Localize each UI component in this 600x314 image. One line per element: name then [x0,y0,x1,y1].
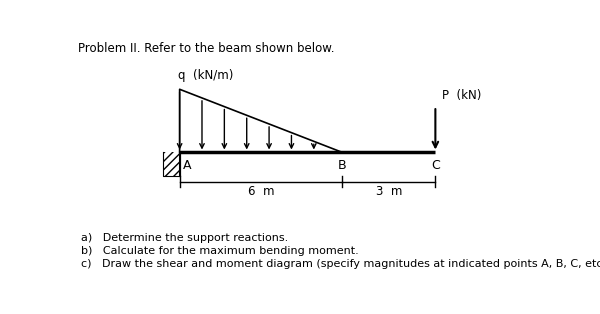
Text: 6  m: 6 m [248,185,274,198]
Text: c)   Draw the shear and moment diagram (specify magnitudes at indicated points A: c) Draw the shear and moment diagram (sp… [81,259,600,269]
Bar [163,152,179,176]
Text: C: C [431,159,440,171]
Text: q  (kN/m): q (kN/m) [178,68,233,82]
Text: P  (kN): P (kN) [442,89,481,102]
Text: a)   Determine the support reactions.: a) Determine the support reactions. [81,233,289,243]
Text: Problem II. Refer to the beam shown below.: Problem II. Refer to the beam shown belo… [78,42,335,55]
Text: B: B [338,159,347,171]
Text: b)   Calculate for the maximum bending moment.: b) Calculate for the maximum bending mom… [81,246,359,256]
Text: A: A [183,159,191,171]
Text: 3  m: 3 m [376,185,402,198]
